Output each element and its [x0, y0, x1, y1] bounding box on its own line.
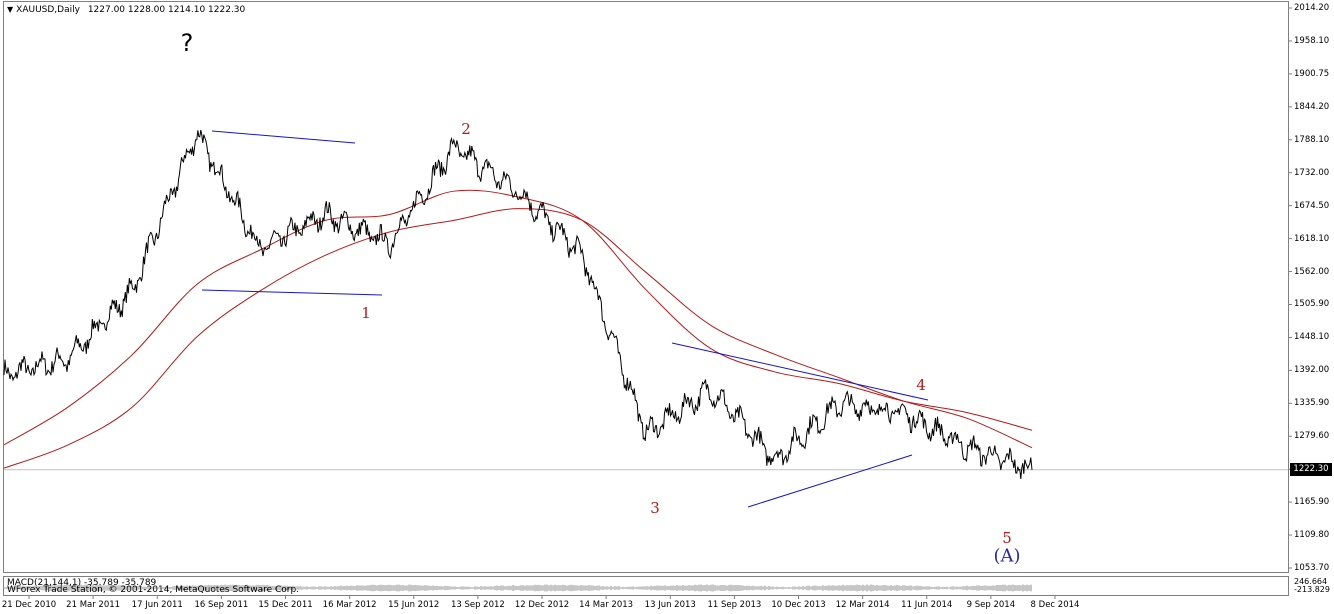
time-tick-label: 15 Jun 2012 [388, 600, 440, 610]
ohlc-values: 1227.00 1228.00 1214.10 1222.30 [87, 5, 246, 15]
time-tick-label: 16 Sep 2011 [194, 600, 249, 610]
price-tick-label: 1335.90 [1294, 398, 1330, 409]
time-tick-label: 12 Mar 2014 [835, 600, 890, 610]
trendline-lower-wedge [747, 454, 913, 508]
macd-histogram [4, 584, 1032, 592]
macd-subwindow[interactable] [3, 576, 1289, 596]
time-tick-label: 14 Mar 2013 [579, 600, 634, 610]
price-tick-label: 1562.00 [1294, 266, 1330, 277]
time-tick-label: 21 Mar 2011 [66, 600, 121, 610]
price-tick-label: 1788.10 [1294, 134, 1330, 145]
time-tick-label: 13 Sep 2012 [450, 600, 505, 610]
time-tick-label: 8 Dec 2014 [1030, 600, 1080, 610]
time-tick-label: 12 Dec 2012 [514, 600, 570, 610]
price-tick-label: 1958.10 [1294, 35, 1330, 46]
price-tick-label: 1732.00 [1294, 167, 1330, 178]
time-tick-label: 11 Sep 2013 [707, 600, 762, 610]
time-tick-label: 15 Dec 2011 [258, 600, 313, 610]
wave-label-1: 1 [361, 304, 371, 322]
indicator-tick-label: -213.829 [1294, 585, 1330, 594]
chart-title: ▼ XAUUSD,Daily 1227.00 1228.00 1214.10 12… [7, 4, 245, 16]
trendline-lower-triangle [201, 289, 383, 296]
time-tick-label: 13 Jun 2013 [644, 600, 696, 610]
wave-label-4: 4 [916, 376, 926, 394]
price-tick-label: 1165.90 [1294, 497, 1330, 508]
time-tick-label: 10 Dec 2013 [771, 600, 826, 610]
dropdown-triangle-icon[interactable]: ▼ [7, 5, 14, 14]
macd-indicator-label: MACD(21,144,1) -35.789 -35.789 [7, 578, 157, 588]
price-line [3, 130, 1033, 479]
price-chart-area[interactable] [3, 1, 1289, 573]
price-tick-label: 1505.90 [1294, 299, 1330, 310]
price-tick-label: 1618.10 [1294, 233, 1330, 244]
price-tick-label: 1844.20 [1294, 101, 1330, 112]
price-tick-label: 1900.75 [1294, 68, 1330, 79]
question-mark-annotation: ? [180, 29, 194, 57]
copyright-text: WForex Trade Station, © 2001-2014, MetaQ… [7, 585, 300, 595]
time-tick-label: 9 Sep 2014 [966, 600, 1016, 610]
wave-label-A: (A) [993, 545, 1021, 567]
price-tick-label: 1448.10 [1294, 332, 1330, 343]
time-tick-label: 17 Jun 2011 [131, 600, 183, 610]
price-tick-label: 1674.50 [1294, 200, 1330, 211]
indicator-tick-label: 246.664 [1294, 577, 1328, 586]
price-tick-label: 1279.60 [1294, 431, 1330, 442]
time-tick-label: 16 Mar 2012 [322, 600, 377, 610]
trendline-upper-triangle [211, 130, 356, 144]
wave-label-5: 5 [1002, 529, 1012, 547]
price-tick-label: 2014.20 [1294, 3, 1330, 13]
moving-average-line-2 [3, 208, 1033, 469]
wave-label-3: 3 [650, 499, 660, 517]
price-tick-label: 1053.70 [1294, 563, 1330, 573]
wave-label-2: 2 [461, 120, 471, 138]
time-tick-label: 21 Dec 2010 [1, 600, 57, 610]
price-tick-label: 1109.80 [1294, 530, 1330, 541]
moving-average-line-1 [3, 189, 1033, 446]
symbol-label: XAUUSD,Daily [16, 5, 80, 15]
trendline-upper-wedge [671, 342, 929, 401]
price-tick-label: 1392.00 [1294, 365, 1330, 376]
current-price-badge: 1222.30 [1290, 463, 1332, 476]
time-tick-label: 11 Jun 2014 [901, 600, 953, 610]
